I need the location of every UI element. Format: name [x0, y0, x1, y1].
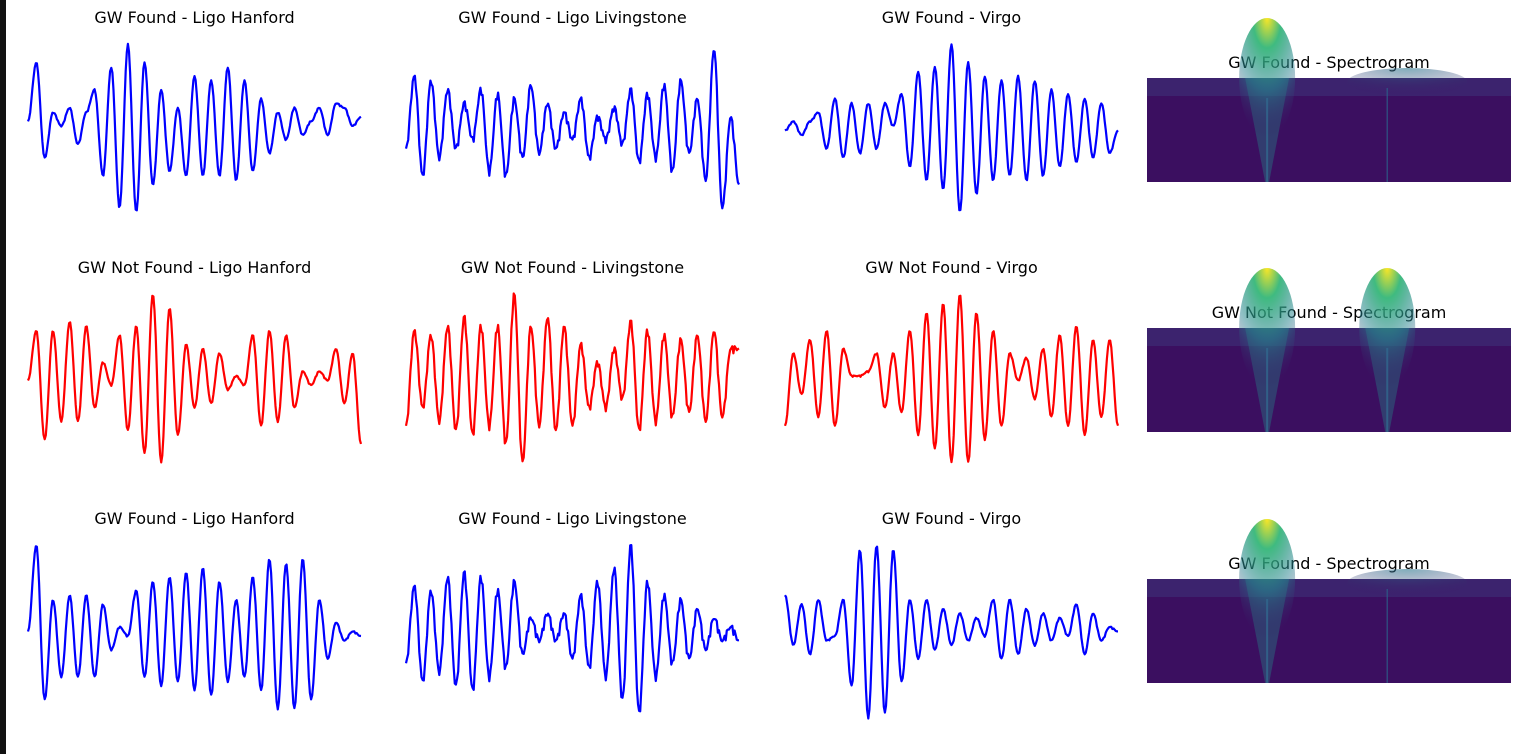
spectrogram-hotspot — [1239, 18, 1296, 182]
waveform-plot — [404, 292, 740, 463]
waveform-plot — [784, 545, 1118, 720]
spectrogram-trail — [1347, 68, 1468, 182]
waveform-line — [783, 294, 1120, 464]
panel-title: GW Not Found - Spectrogram — [1211, 303, 1447, 322]
spectrogram-trail — [1347, 569, 1468, 683]
spectrogram-image — [1147, 519, 1511, 683]
spectrogram-hotspot — [1239, 519, 1296, 683]
waveform-panel: GW Found - Ligo Hanford — [26, 8, 362, 223]
waveform-line — [784, 43, 1119, 212]
spectrogram-hotspot — [1359, 268, 1416, 432]
waveform-panel: GW Found - Virgo — [784, 509, 1118, 724]
panel-title: GW Found - Ligo Livingstone — [458, 8, 687, 27]
spectrogram-panel: GW Not Found - Spectrogram — [1147, 268, 1511, 432]
waveform-plot — [783, 294, 1120, 464]
waveform-plot — [26, 42, 362, 212]
window-left-edge — [0, 0, 6, 754]
waveform-line — [784, 545, 1118, 720]
waveform-line — [26, 42, 362, 212]
waveform-line — [26, 545, 362, 711]
panel-title: GW Not Found - Livingstone — [460, 258, 685, 277]
panel-title: GW Found - Virgo — [881, 8, 1022, 27]
panel-title: GW Found - Spectrogram — [1228, 53, 1430, 72]
panel-title: GW Found - Spectrogram — [1228, 554, 1430, 573]
panel-title: GW Found - Ligo Hanford — [94, 8, 295, 27]
spectrogram-image — [1147, 18, 1511, 182]
spectrogram-hotspot — [1239, 268, 1296, 432]
waveform-panel: GW Found - Virgo — [784, 8, 1119, 223]
waveform-panel: GW Found - Ligo Livingstone — [404, 509, 740, 724]
waveform-plot — [26, 545, 362, 711]
panel-title: GW Found - Ligo Livingstone — [458, 509, 687, 528]
waveform-plot — [404, 543, 740, 713]
waveform-plot — [404, 50, 740, 210]
waveform-plot — [784, 43, 1119, 212]
waveform-panel: GW Found - Ligo Hanford — [26, 509, 362, 724]
waveform-line — [404, 50, 740, 210]
spectrogram-panel: GW Found - Spectrogram — [1147, 18, 1511, 182]
panel-title: GW Found - Ligo Hanford — [94, 509, 295, 528]
waveform-panel: GW Not Found - Livingstone — [404, 258, 740, 473]
panel-title: GW Not Found - Ligo Hanford — [77, 258, 312, 277]
waveform-line — [404, 292, 740, 463]
waveform-panel: GW Not Found - Ligo Hanford — [26, 258, 363, 473]
panel-title: GW Found - Virgo — [881, 509, 1022, 528]
spectrogram-image — [1147, 268, 1511, 432]
spectrogram-panel: GW Found - Spectrogram — [1147, 519, 1511, 683]
panel-title: GW Not Found - Virgo — [865, 258, 1038, 277]
waveform-plot — [26, 294, 363, 464]
waveform-panel: GW Not Found - Virgo — [783, 258, 1120, 473]
waveform-panel: GW Found - Ligo Livingstone — [404, 8, 740, 223]
waveform-line — [404, 543, 740, 713]
waveform-line — [26, 294, 363, 464]
